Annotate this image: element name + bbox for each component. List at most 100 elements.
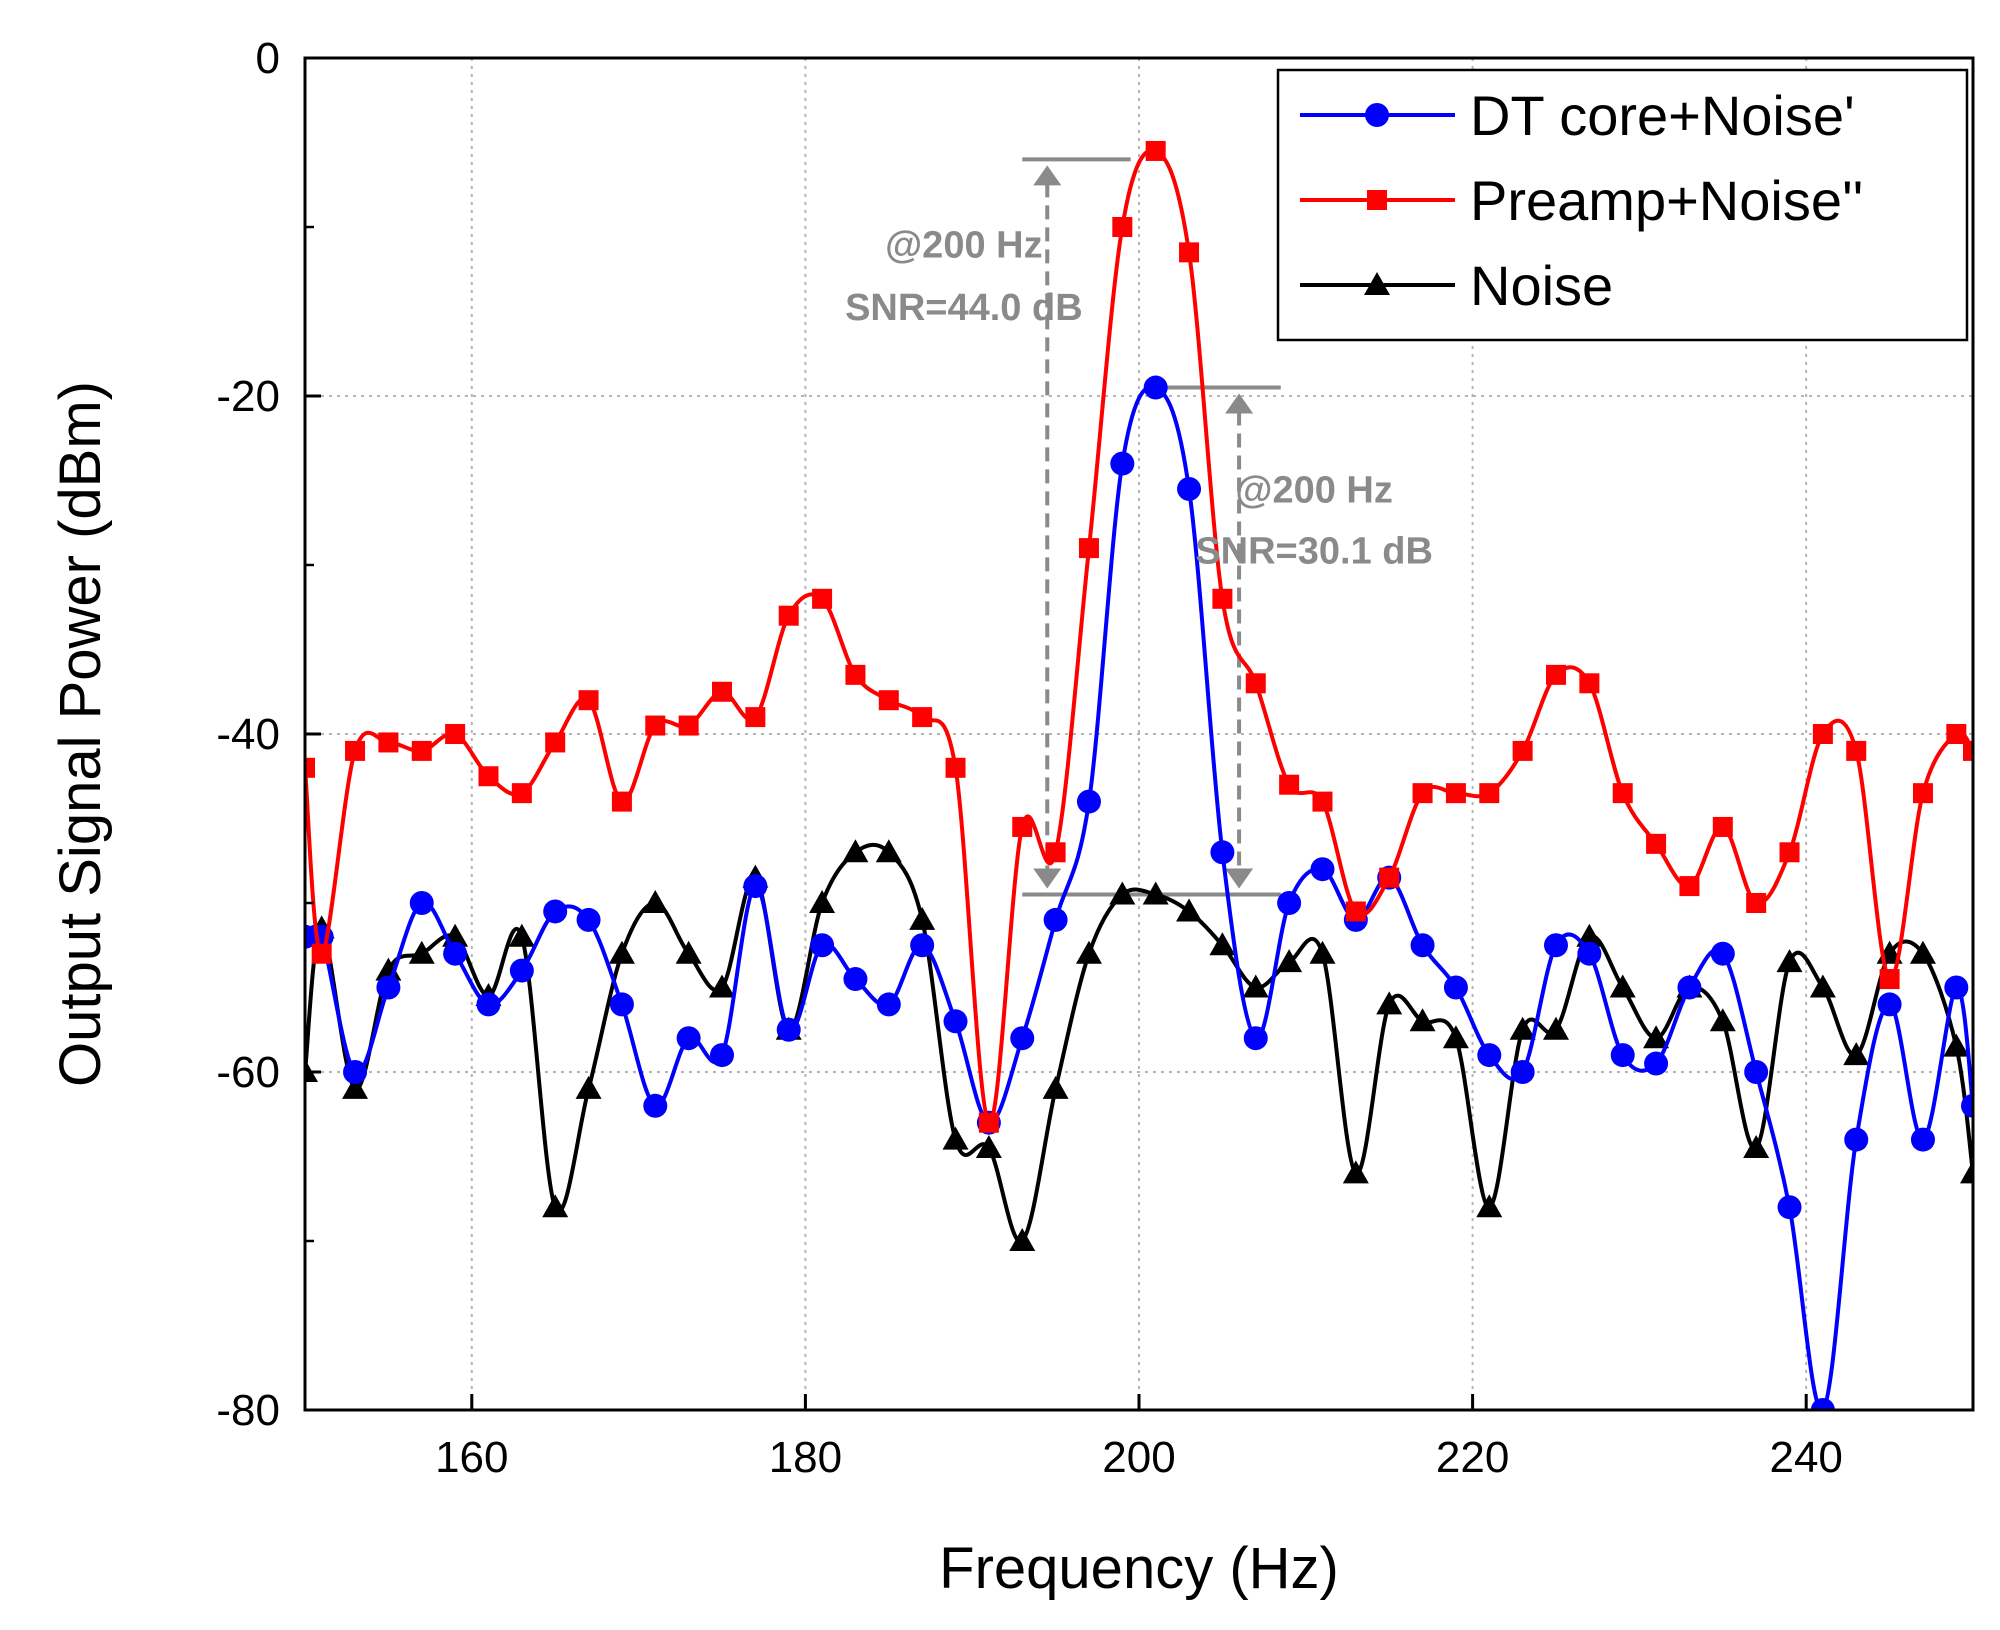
data-point-preamp xyxy=(945,757,966,778)
y-tick-label: 0 xyxy=(256,34,280,83)
legend-items: DT core+Noise' Preamp+Noise'' Noise xyxy=(1300,84,1863,317)
data-point-dt-core xyxy=(743,874,768,899)
data-point-preamp xyxy=(1546,664,1566,685)
data-point-preamp xyxy=(845,664,866,685)
data-point-preamp xyxy=(1312,791,1333,812)
data-point-dt-core xyxy=(576,907,601,932)
data-point-preamp xyxy=(478,766,499,787)
data-point-dt-core xyxy=(1410,933,1435,958)
data-point-dt-core xyxy=(1944,975,1969,1000)
data-point-preamp xyxy=(378,732,399,753)
data-point-noise xyxy=(1643,1025,1670,1049)
data-point-preamp xyxy=(745,707,766,728)
data-point-preamp xyxy=(1746,893,1767,913)
data-point-dt-core xyxy=(1910,1127,1935,1152)
data-point-preamp xyxy=(345,740,366,761)
data-point-preamp xyxy=(712,681,732,702)
data-point-dt-core xyxy=(1243,1026,1268,1051)
data-point-preamp xyxy=(645,715,666,736)
data-point-noise xyxy=(1209,932,1236,956)
y-tick-label: -40 xyxy=(216,710,280,759)
data-point-noise xyxy=(608,940,635,964)
y-tick-label: -80 xyxy=(216,1386,280,1435)
y-tick-label: -60 xyxy=(216,1048,280,1097)
x-tick-label: 220 xyxy=(1436,1433,1509,1482)
data-point-preamp xyxy=(1712,816,1733,837)
data-point-dt-core xyxy=(776,1017,801,1042)
snr-annotation-freq: @200 Hz xyxy=(885,224,1042,266)
data-point-preamp xyxy=(611,791,632,812)
x-tick-label: 160 xyxy=(435,1433,508,1482)
data-point-dt-core xyxy=(843,967,868,992)
data-point-noise xyxy=(1342,1160,1369,1184)
data-point-preamp xyxy=(1212,588,1233,609)
data-point-preamp xyxy=(445,724,466,744)
data-point-dt-core xyxy=(543,899,568,924)
data-point-dt-core xyxy=(1210,840,1235,865)
data-point-noise xyxy=(1042,1075,1069,1099)
data-point-dt-core xyxy=(443,941,468,966)
data-point-preamp xyxy=(1179,242,1200,263)
data-point-dt-core xyxy=(676,1026,701,1051)
data-point-preamp xyxy=(778,605,799,626)
data-point-dt-core xyxy=(910,933,935,958)
data-point-preamp xyxy=(305,757,315,778)
data-point-dt-core xyxy=(1710,941,1735,966)
data-point-dt-core xyxy=(1544,933,1568,958)
data-point-dt-core xyxy=(1043,907,1068,932)
data-point-noise xyxy=(1709,1008,1736,1032)
snr-annotation-lines xyxy=(1022,157,1281,897)
data-point-dt-core xyxy=(1777,1195,1802,1220)
data-point-noise xyxy=(1442,1025,1469,1049)
series-preamp xyxy=(305,140,1973,1133)
data-point-preamp xyxy=(1612,783,1633,804)
legend-marker-preamp xyxy=(1367,190,1387,210)
data-point-noise xyxy=(1960,1160,1973,1184)
data-point-noise xyxy=(909,906,936,930)
data-point-noise xyxy=(1843,1042,1870,1066)
data-point-noise xyxy=(875,839,902,863)
data-point-noise xyxy=(842,839,869,863)
data-point-noise xyxy=(942,1126,969,1150)
data-point-dt-core xyxy=(509,958,534,983)
data-point-dt-core xyxy=(1443,975,1468,1000)
data-point-preamp xyxy=(1445,783,1466,804)
legend-marker-dt-core xyxy=(1365,103,1389,127)
data-point-noise xyxy=(542,1194,569,1218)
data-point-noise xyxy=(1276,949,1303,973)
data-point-dt-core xyxy=(1644,1051,1669,1076)
data-point-noise xyxy=(675,940,702,964)
data-point-noise xyxy=(1376,991,1403,1015)
data-point-preamp xyxy=(1879,969,1900,990)
data-point-dt-core xyxy=(376,975,401,1000)
data-point-preamp xyxy=(812,588,833,609)
data-point-preamp xyxy=(1145,140,1166,161)
data-point-preamp xyxy=(578,690,599,711)
data-point-preamp xyxy=(1479,783,1500,804)
data-point-noise xyxy=(408,940,435,964)
data-point-preamp xyxy=(411,740,432,761)
data-point-dt-core xyxy=(1110,451,1135,476)
data-point-preamp xyxy=(1112,217,1133,237)
data-point-preamp xyxy=(1646,833,1667,854)
series-layer xyxy=(305,140,1973,1410)
data-point-dt-core xyxy=(1744,1060,1769,1084)
data-point-preamp xyxy=(1779,842,1800,863)
x-tick-label: 200 xyxy=(1102,1433,1175,1482)
legend-label-dt-core: DT core+Noise' xyxy=(1470,84,1855,147)
data-point-preamp xyxy=(511,783,532,804)
data-point-preamp xyxy=(1512,740,1533,761)
data-point-noise xyxy=(508,923,535,947)
data-point-noise xyxy=(1242,974,1269,998)
data-point-dt-core xyxy=(1143,375,1168,400)
data-point-noise xyxy=(1109,881,1136,905)
data-point-dt-core xyxy=(1810,1398,1835,1410)
data-point-dt-core xyxy=(409,891,434,915)
data-point-preamp xyxy=(1963,740,1973,761)
data-point-dt-core xyxy=(1076,789,1101,814)
arrow-head xyxy=(1033,868,1062,889)
data-point-noise xyxy=(975,1135,1002,1159)
data-point-preamp xyxy=(1078,538,1099,559)
data-point-noise xyxy=(1075,940,1102,964)
